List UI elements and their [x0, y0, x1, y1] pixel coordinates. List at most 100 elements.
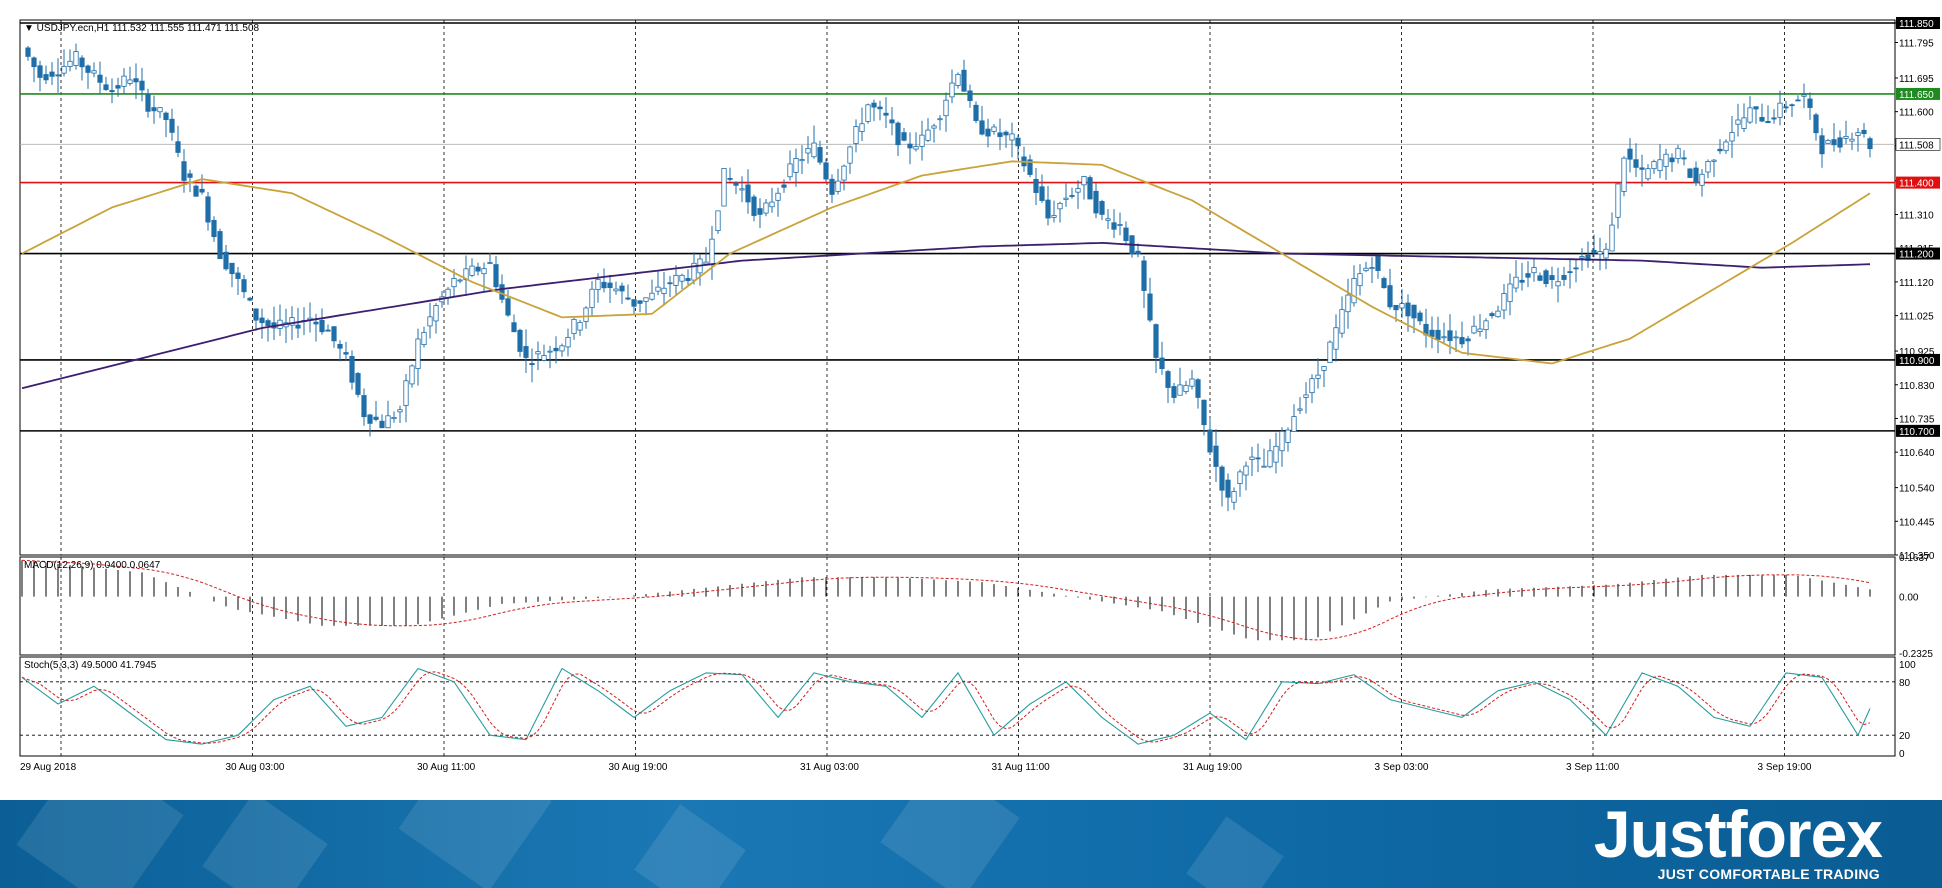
candle-body [1339, 309, 1345, 334]
candle-body [373, 416, 379, 420]
candle-body [565, 336, 571, 348]
candle-body [997, 132, 1003, 137]
price-axis-label: 110.640 [1899, 448, 1935, 459]
candle-body [1279, 430, 1285, 452]
candle-body [211, 219, 217, 238]
macd-axis-label: 0.00 [1899, 593, 1919, 604]
candle-body [679, 274, 685, 282]
candle-body [427, 316, 433, 327]
candle-body [1057, 202, 1063, 210]
candle-body [1093, 190, 1099, 214]
candle-body [445, 288, 451, 299]
candle-body [751, 196, 757, 216]
candle-body [1861, 129, 1867, 135]
candles-group [25, 43, 1873, 512]
candle-body [451, 278, 457, 288]
candle-body [1735, 119, 1741, 125]
level-tag-label: 110.900 [1899, 356, 1935, 367]
stoch-axis-label: 100 [1899, 660, 1916, 671]
time-axis-label: 29 Aug 2018 [20, 762, 77, 773]
level-tag-box [1896, 247, 1940, 260]
candle-body [733, 182, 739, 186]
candle-body [91, 70, 97, 74]
level-tag-label: 111.850 [1899, 19, 1934, 30]
candle-body [967, 90, 973, 102]
candle-body [979, 120, 985, 135]
candle-body [1369, 267, 1375, 269]
candle-body [97, 74, 103, 83]
candle-body [1669, 157, 1675, 163]
price-axis-label: 110.350 [1899, 551, 1935, 562]
candle-body [223, 251, 229, 270]
candle-body [811, 142, 817, 158]
candle-body [601, 281, 607, 289]
candle-body [481, 268, 487, 275]
candle-body [1525, 273, 1531, 278]
candle-body [1153, 324, 1159, 358]
candle-body [961, 69, 967, 92]
candle-body [649, 292, 655, 300]
price-axis-label: 111.120 [1899, 278, 1934, 289]
candle-body [1555, 281, 1561, 287]
candle-body [1183, 384, 1189, 392]
candle-body [1813, 114, 1819, 134]
price-axis-label: 111.600 [1899, 108, 1934, 119]
candle-body [1753, 106, 1759, 110]
candle-body [1771, 117, 1777, 120]
candle-body [1285, 429, 1291, 443]
candle-body [217, 231, 223, 260]
candle-body [1063, 197, 1069, 200]
price-axis-label: 111.795 [1899, 39, 1934, 50]
candle-body [1441, 336, 1447, 339]
candle-body [1051, 215, 1057, 218]
candle-body [1675, 147, 1681, 159]
macd-histogram-group [21, 560, 1871, 641]
candle-body [883, 112, 889, 116]
candle-body [853, 126, 859, 144]
candle-body [829, 178, 835, 195]
candle-body [1219, 466, 1225, 491]
candle-body [367, 414, 373, 424]
candle-body [1333, 327, 1339, 350]
candle-body [745, 184, 751, 203]
candle-body [1231, 491, 1237, 503]
candle-body [727, 178, 733, 180]
candle-body [1453, 336, 1459, 339]
candle-body [787, 163, 793, 178]
candle-body [709, 238, 715, 265]
candle-body [1765, 120, 1771, 124]
candle-body [1159, 357, 1165, 370]
candle-body [703, 261, 709, 265]
candle-body [1447, 330, 1453, 341]
candle-body [889, 119, 895, 124]
stoch-axis-label: 20 [1899, 731, 1911, 742]
candle-body [361, 395, 367, 418]
candle-body [241, 279, 247, 293]
candle-body [1615, 183, 1621, 218]
candle-body [1513, 276, 1519, 289]
candle-body [1633, 159, 1639, 168]
candle-body [1291, 416, 1297, 432]
candle-body [1141, 260, 1147, 291]
candle-body [337, 343, 343, 349]
candle-body [931, 125, 937, 129]
candle-body [1435, 329, 1441, 340]
candle-body [673, 274, 679, 286]
candle-body [619, 285, 625, 292]
candle-body [79, 57, 85, 68]
candle-body [1681, 157, 1687, 160]
price-panel-frame [19, 19, 1896, 556]
candle-body [937, 118, 943, 121]
candle-body [577, 322, 583, 331]
candle-body [1027, 159, 1033, 175]
candle-body [1177, 384, 1183, 396]
candle-body [1711, 159, 1717, 162]
brand-footer: Justforex JUST COMFORTABLE TRADING [0, 800, 1942, 888]
candle-body [901, 132, 907, 141]
candle-body [943, 99, 949, 117]
candle-body [1195, 379, 1201, 398]
candle-body [1399, 303, 1405, 309]
candle-body [1417, 312, 1423, 322]
candle-body [295, 324, 301, 329]
candle-body [637, 300, 643, 304]
